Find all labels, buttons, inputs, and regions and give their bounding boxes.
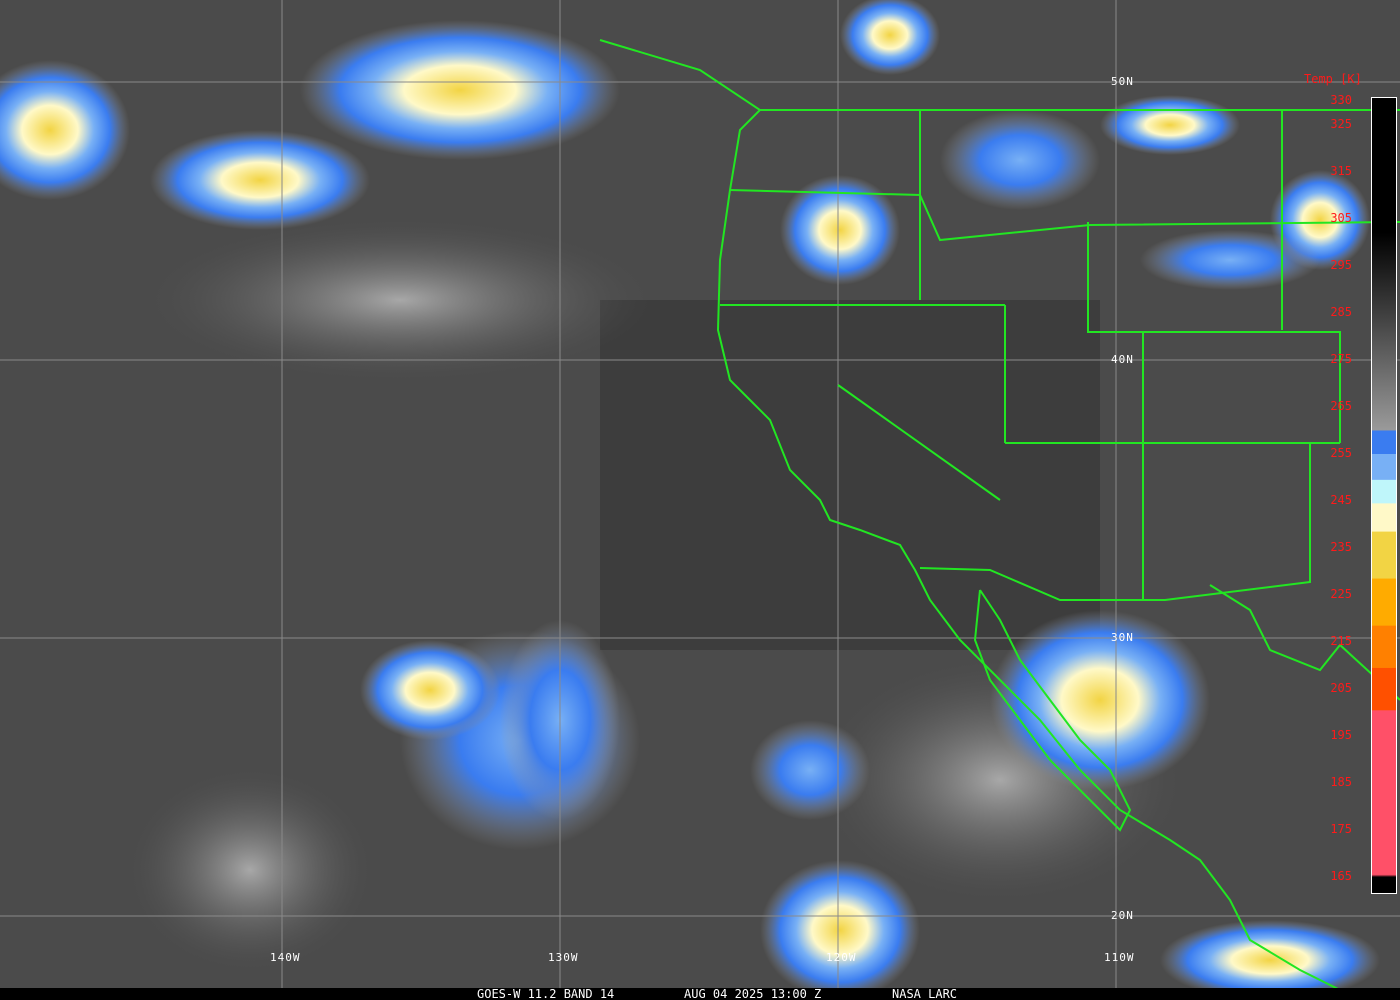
legend-title: Temp [K] [1304, 72, 1362, 86]
lat-label-50n: 50N [1111, 75, 1134, 88]
lon-label-130w: 130W [548, 951, 579, 964]
clear-region [600, 300, 1100, 650]
temperature-color-bar [1371, 97, 1397, 894]
satellite-caption: GOES-W 11.2 BAND 14 [477, 987, 615, 1000]
legend-tick: 175 [1330, 821, 1352, 836]
timestamp: AUG 04 2025 13:00 Z [684, 987, 822, 1000]
legend-tick: 305 [1330, 210, 1352, 225]
state-line-wa-or [729, 189, 1400, 242]
legend-tick: 285 [1330, 304, 1352, 319]
legend-tick: 185 [1330, 774, 1352, 789]
caption-bar: GOES-W 11.2 BAND 14 AUG 04 2025 13:00 Z … [0, 988, 1400, 1000]
state-line-co [1087, 222, 1341, 443]
legend-tick: 325 [1330, 116, 1352, 131]
legend-tick: 215 [1330, 633, 1352, 648]
legend-tick: 330 [1330, 93, 1352, 107]
lon-label-110w: 110W [1104, 951, 1135, 964]
state-line-nv-ca [837, 384, 1001, 501]
baja-peninsula [973, 589, 1132, 832]
legend-tick: 235 [1330, 539, 1352, 554]
legend-tick: 315 [1330, 163, 1352, 178]
legend-tick: 265 [1330, 398, 1352, 413]
legend-tick: 165 [1330, 869, 1352, 883]
legend-tick: 225 [1330, 586, 1352, 601]
legend-tick: 255 [1330, 445, 1352, 460]
lat-label-40n: 40N [1111, 353, 1134, 366]
legend-tick: 275 [1330, 351, 1352, 366]
state-line-rio-grande [1209, 584, 1400, 701]
lat-label-30n: 30N [1111, 631, 1134, 644]
credit: NASA LARC [892, 987, 958, 1000]
legend-tick: 195 [1330, 727, 1352, 742]
lat-label-20n: 20N [1111, 909, 1134, 922]
state-line-mexico [919, 443, 1311, 601]
political-borders [599, 39, 1400, 991]
coastline [599, 39, 1341, 991]
legend-tick: 205 [1330, 680, 1352, 695]
legend-tick: 245 [1330, 492, 1352, 507]
lon-label-140w: 140W [270, 951, 301, 964]
lon-label-120w: 120W [826, 951, 857, 964]
legend-tick: 295 [1330, 257, 1352, 272]
